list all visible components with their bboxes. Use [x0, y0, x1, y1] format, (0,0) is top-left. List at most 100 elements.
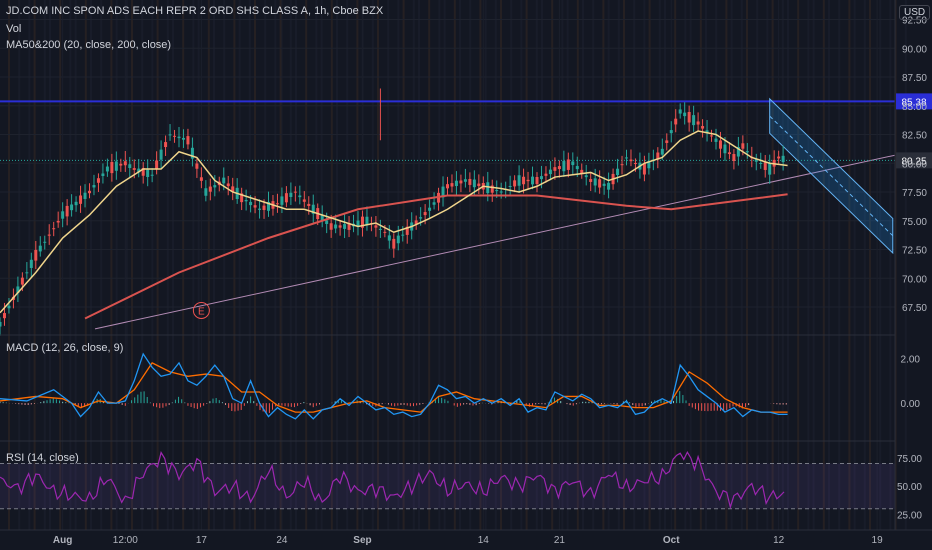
macd-pane[interactable]: MACD (12, 26, close, 9) [0, 342, 788, 420]
candle-body [598, 179, 602, 188]
session-band [254, 0, 256, 530]
candle-body [34, 249, 38, 261]
session-band [69, 0, 72, 530]
candle-body [253, 205, 257, 208]
session-band [402, 0, 405, 530]
session-band [510, 0, 513, 530]
session-band [705, 0, 707, 530]
candle-body [593, 178, 597, 186]
candle-body [101, 173, 105, 177]
candle-body [696, 121, 700, 125]
currency-badge[interactable]: USD [899, 5, 931, 20]
time-tick-label: 12 [773, 535, 785, 546]
candle-body [302, 199, 306, 202]
candle-body [284, 193, 288, 203]
session-band [756, 0, 759, 530]
candle-body [114, 161, 118, 171]
session-band [377, 0, 379, 530]
volume-label[interactable]: Vol [6, 23, 22, 35]
candle-body [119, 163, 123, 166]
macd-label: MACD (12, 26, close, 9) [6, 342, 123, 354]
session-band [43, 0, 46, 530]
macd-signal-line [0, 362, 788, 413]
candle-body [727, 152, 731, 155]
rsi-band-fill [0, 463, 895, 509]
session-band [8, 0, 10, 530]
ma-200-line [84, 193, 788, 320]
session-background-bands [8, 0, 907, 530]
candle-body [311, 204, 315, 214]
session-band [192, 0, 195, 530]
candle-body [544, 173, 548, 176]
ma-20-line [0, 130, 788, 314]
candle-body [181, 137, 185, 140]
candle-body [79, 195, 83, 204]
session-band [459, 0, 461, 530]
earnings-icon [192, 301, 210, 319]
price-pane[interactable]: 85.38 80.25 E [0, 88, 932, 336]
price-tick-label: 70.00 [902, 274, 927, 285]
candle-body [710, 135, 714, 137]
candle-body [141, 167, 145, 176]
candle-body [231, 186, 235, 192]
candle-body [548, 169, 552, 175]
candle-body [96, 178, 100, 183]
session-band [602, 0, 605, 530]
time-tick-label: Sep [353, 535, 371, 546]
session-band [730, 0, 733, 530]
candle-body [338, 225, 342, 228]
session-band [453, 0, 456, 530]
candle-body [508, 185, 512, 187]
session-band [500, 0, 502, 530]
session-band [807, 0, 810, 530]
session-band [633, 0, 636, 530]
session-band [371, 0, 374, 530]
session-band [674, 0, 677, 530]
candle-body [267, 201, 270, 211]
session-band [412, 0, 415, 530]
candle-body [240, 193, 244, 203]
candle-body [522, 176, 526, 185]
session-band [684, 0, 687, 530]
candle-body [642, 163, 646, 175]
session-band [346, 0, 349, 530]
candle-body [16, 286, 20, 294]
candle-body [714, 138, 718, 142]
candle-body [105, 166, 109, 172]
session-band [582, 0, 584, 530]
session-band [520, 0, 523, 530]
price-axis[interactable]: 67.50 70.00 72.50 75.00 77.50 80.00 82.50 85.00… [897, 16, 927, 522]
candle-body [347, 223, 351, 230]
trendline [94, 154, 896, 330]
time-axis[interactable]: Aug 12:00 17 24 Sep 14 21 Oct 12 19 [53, 535, 883, 546]
rsi-pane[interactable]: RSI (14, close) [0, 451, 895, 510]
candle-body [396, 235, 400, 244]
macd-tick-label: 0.00 [901, 399, 921, 410]
session-band [305, 0, 308, 530]
candle-body [486, 182, 490, 194]
rsi-line [0, 451, 785, 510]
candle-body [199, 177, 203, 181]
candle-body [781, 155, 785, 163]
candle-body [405, 226, 409, 235]
price-tick-label: 75.00 [902, 217, 927, 228]
moving-average-label[interactable]: MA50&200 (20, close, 200, close) [6, 39, 172, 51]
chart-title[interactable]: JD.COM INC SPON ADS EACH REPR 2 ORD SHS … [6, 5, 384, 17]
candle-body [441, 186, 445, 198]
session-band [566, 0, 569, 530]
candle-body [660, 148, 664, 155]
rsi-tick-label: 75.00 [897, 454, 922, 465]
session-band [894, 0, 897, 530]
grid [0, 19, 895, 308]
candle-body [607, 182, 611, 190]
candle-body [665, 140, 669, 143]
session-band [141, 0, 144, 530]
candle-body [83, 192, 87, 199]
session-band [664, 0, 666, 530]
candle-body [472, 179, 476, 188]
session-band [90, 0, 92, 530]
session-band [213, 0, 215, 530]
candle-body [517, 175, 521, 186]
price-tick-label: 92.50 [902, 16, 927, 27]
